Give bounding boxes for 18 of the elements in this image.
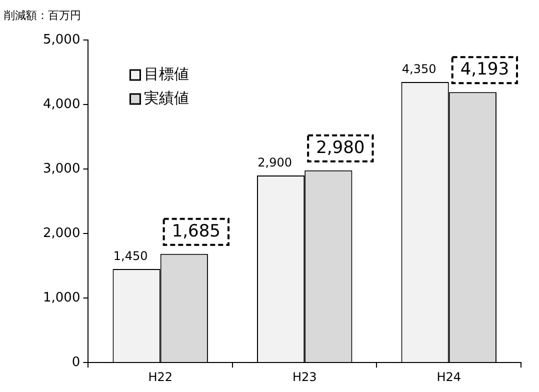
legend-label: 実績値 [144, 88, 190, 107]
x-tick-label: H22 [148, 370, 172, 384]
y-tick-label: 1,000 [43, 290, 80, 306]
data-label: 2,980 [316, 138, 365, 158]
y-tick-label: 5,000 [43, 32, 80, 48]
x-tick-label: H24 [436, 370, 462, 384]
y-tick-label: 3,000 [43, 161, 80, 176]
data-label: 4,193 [460, 59, 510, 80]
data-label: 4,350 [402, 62, 436, 76]
data-label: 2,900 [258, 156, 292, 170]
data-label: 1,450 [113, 249, 148, 264]
data-label: 1,685 [172, 221, 220, 242]
y-axis-title: 削減額：百万円 [4, 8, 81, 23]
y-tick-label: 0 [72, 354, 80, 370]
y-tick-label: 4,000 [43, 96, 80, 112]
y-tick-label: 2,000 [43, 226, 80, 241]
legend-label: 目標値 [144, 64, 190, 83]
x-tick-label: H23 [292, 370, 317, 384]
